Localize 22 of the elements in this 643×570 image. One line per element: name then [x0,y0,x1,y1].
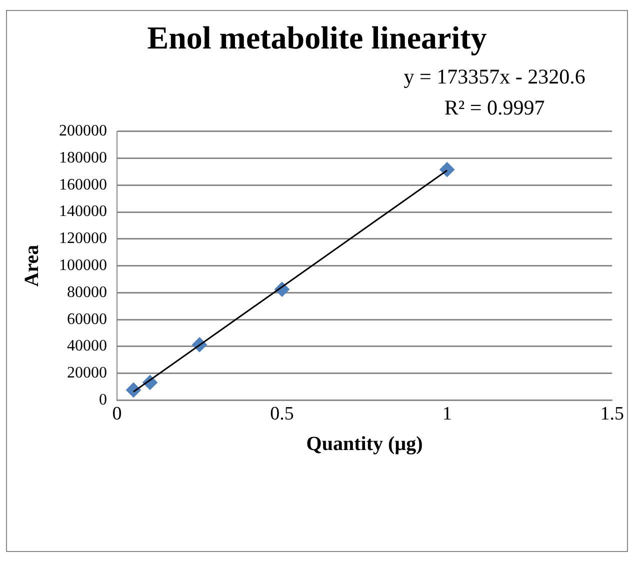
y-tick-label: 20000 [67,364,107,382]
x-tick-label: 1 [442,404,452,425]
x-axis-title: Quantity (µg) [306,433,423,456]
y-tick-label: 80000 [67,284,107,301]
x-tick-label: 1.5 [600,404,624,425]
point [126,382,142,398]
chart-title: Enol metabolite linearity [147,19,487,56]
y-tick-label: 40000 [67,338,107,355]
y-tick-label: 140000 [59,203,107,220]
x-tick-label: 0.5 [270,404,294,425]
y-tick-label: 200000 [59,122,107,140]
y-tick-label: 0 [99,391,107,408]
x-tick-label: 0 [112,404,122,425]
y-tick-label: 180000 [59,149,107,166]
y-tick-label: 160000 [59,176,107,194]
point [440,162,455,178]
y-axis-title: Area [21,244,44,287]
y-tick-label: 60000 [67,310,107,328]
y-tick-label: 120000 [59,230,107,248]
y-tick-label: 100000 [59,257,107,274]
text: R² = 0.9997 [444,96,545,120]
text: y = 173357x - 2320.6 [404,64,586,89]
